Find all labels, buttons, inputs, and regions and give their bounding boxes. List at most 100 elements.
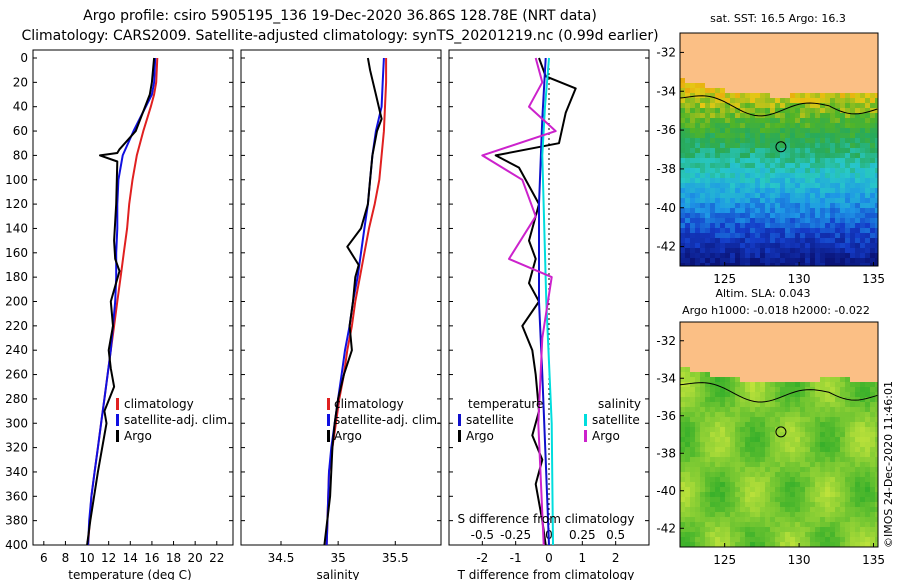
map-cell bbox=[840, 462, 846, 468]
map-cell bbox=[850, 452, 856, 458]
map-cell bbox=[765, 542, 771, 547]
map-cell bbox=[780, 517, 786, 523]
map-cell bbox=[745, 253, 751, 259]
map-cell bbox=[690, 412, 696, 418]
map-cell bbox=[805, 73, 811, 79]
map-cell bbox=[850, 128, 856, 134]
map-cell bbox=[755, 387, 761, 393]
legend-satellite-label: satellite-adj. clim. bbox=[124, 413, 231, 427]
map-cell bbox=[765, 332, 771, 338]
map-cell bbox=[820, 457, 826, 463]
map-cell bbox=[820, 263, 826, 266]
map-cell bbox=[705, 407, 711, 413]
map-cell bbox=[735, 233, 741, 239]
map-cell bbox=[700, 532, 706, 538]
map-cell bbox=[815, 243, 821, 249]
map-cell bbox=[755, 442, 761, 448]
map-cell bbox=[695, 178, 701, 184]
map-cell bbox=[800, 442, 806, 448]
map-cell bbox=[815, 113, 821, 119]
map-cell bbox=[695, 223, 701, 229]
map-cell bbox=[860, 507, 866, 513]
map-cell bbox=[765, 138, 771, 144]
map-cell bbox=[780, 457, 786, 463]
map-cell bbox=[680, 362, 686, 368]
map-cell bbox=[830, 128, 836, 134]
map-cell bbox=[690, 118, 696, 124]
map-cell bbox=[705, 208, 711, 214]
map-cell bbox=[705, 367, 711, 373]
map-cell bbox=[845, 347, 851, 353]
map-cell bbox=[855, 228, 861, 234]
sst-map-frame bbox=[679, 32, 879, 267]
map-cell bbox=[865, 153, 871, 159]
map-cell bbox=[770, 103, 776, 109]
map-cell bbox=[710, 58, 716, 64]
map-cell bbox=[760, 263, 766, 266]
map-cell bbox=[720, 53, 726, 59]
map-cell bbox=[740, 422, 746, 428]
map-cell bbox=[705, 138, 711, 144]
map-cell bbox=[805, 108, 811, 114]
map-cell bbox=[815, 342, 821, 348]
legend-satellite-swatch bbox=[327, 414, 330, 426]
map-cell bbox=[810, 327, 816, 333]
map-cell bbox=[805, 133, 811, 139]
map-cell bbox=[810, 537, 816, 543]
map-cell bbox=[710, 113, 716, 119]
map-cell bbox=[760, 183, 766, 189]
map-cell bbox=[870, 437, 876, 443]
map-cell bbox=[850, 537, 856, 543]
map-cell bbox=[815, 263, 821, 266]
map-cell bbox=[760, 412, 766, 418]
map-cell bbox=[830, 542, 836, 547]
map-cell bbox=[810, 258, 816, 264]
map-cell bbox=[830, 457, 836, 463]
map-cell bbox=[870, 38, 876, 44]
map-cell bbox=[765, 432, 771, 438]
map-cell bbox=[715, 218, 721, 224]
map-cell bbox=[695, 233, 701, 239]
map-cell bbox=[870, 208, 876, 214]
map-cell bbox=[855, 447, 861, 453]
map-cell bbox=[875, 163, 878, 169]
map-cell bbox=[730, 362, 736, 368]
map-cell bbox=[870, 387, 876, 393]
map-cell bbox=[865, 113, 871, 119]
map-cell bbox=[855, 532, 861, 538]
map-cell bbox=[765, 193, 771, 199]
map-cell bbox=[770, 138, 776, 144]
map-cell bbox=[775, 322, 781, 328]
map-cell bbox=[810, 367, 816, 373]
map-cell bbox=[710, 502, 716, 508]
map-cell bbox=[715, 143, 721, 149]
map-cell bbox=[795, 332, 801, 338]
map-cell bbox=[810, 248, 816, 254]
map-cell bbox=[875, 537, 878, 543]
map-cell bbox=[700, 113, 706, 119]
map-cell bbox=[815, 327, 821, 333]
map-cell bbox=[730, 342, 736, 348]
map-cell bbox=[780, 472, 786, 478]
map-cell bbox=[840, 193, 846, 199]
map-cell bbox=[800, 447, 806, 453]
map-cell bbox=[805, 178, 811, 184]
map-cell bbox=[770, 203, 776, 209]
map-cell bbox=[755, 78, 761, 84]
map-cell bbox=[850, 357, 856, 363]
map-cell bbox=[845, 178, 851, 184]
map-cell bbox=[810, 193, 816, 199]
map-cell bbox=[680, 193, 686, 199]
map-cell bbox=[790, 347, 796, 353]
map-cell bbox=[865, 118, 871, 124]
map-cell bbox=[855, 542, 861, 547]
map-cell bbox=[765, 118, 771, 124]
map-cell bbox=[745, 223, 751, 229]
map-cell bbox=[825, 143, 831, 149]
map-cell bbox=[680, 512, 686, 518]
map-cell bbox=[765, 188, 771, 194]
map-cell bbox=[780, 263, 786, 266]
map-cell bbox=[870, 78, 876, 84]
map-cell bbox=[840, 88, 846, 94]
map-cell bbox=[690, 58, 696, 64]
